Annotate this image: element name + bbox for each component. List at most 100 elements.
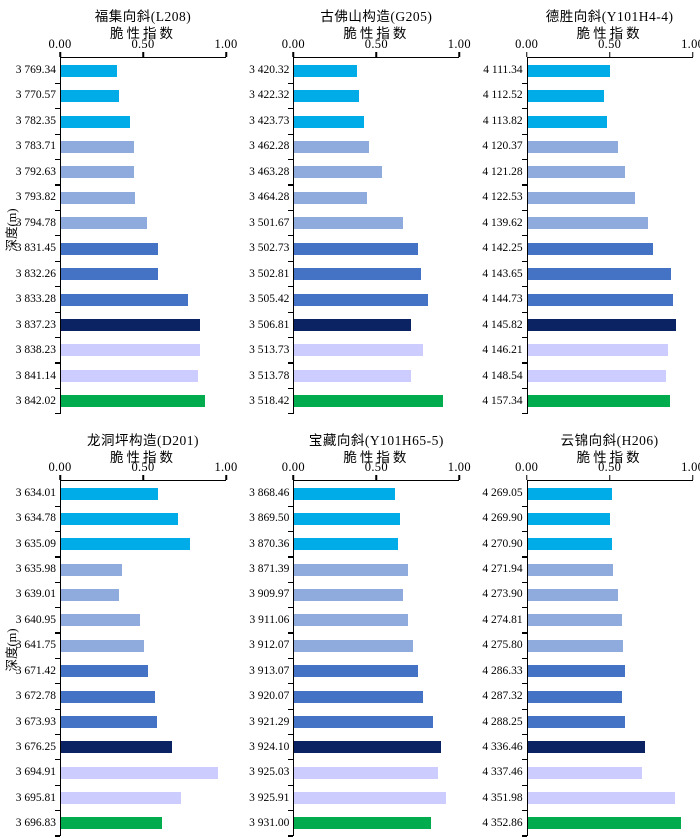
bar-row — [288, 811, 459, 837]
y-axis-tick — [288, 108, 294, 110]
bar-row — [55, 363, 226, 389]
brittleness-bar — [527, 191, 635, 204]
bar-row — [521, 211, 693, 237]
brittleness-bar — [294, 665, 419, 678]
bar-row — [521, 785, 693, 812]
chart-title: 德胜向斜(Y101H4-4) — [545, 9, 674, 24]
x-axis-tick — [292, 475, 295, 480]
chart-title: 云锦向斜(H206) — [560, 433, 659, 448]
x-axis-ticks — [292, 475, 461, 480]
bar-row — [288, 709, 459, 736]
depth-label: 3 841.14 — [15, 369, 56, 382]
depth-label: 4 145.82 — [482, 318, 523, 331]
bar-row — [288, 261, 459, 288]
x-axis-tick-label: 0.00 — [48, 37, 72, 51]
bar-row — [55, 287, 226, 313]
y-axis-tick — [288, 531, 294, 533]
y-axis-tick — [521, 759, 527, 761]
x-axis-tick-label: 1.00 — [447, 37, 471, 51]
brittleness-bar — [294, 217, 404, 230]
y-axis-tick — [288, 835, 294, 837]
brittleness-bar — [527, 665, 625, 678]
depth-label: 4 352.86 — [482, 817, 523, 830]
y-axis-tick — [521, 260, 527, 262]
brittleness-bar — [61, 369, 198, 382]
depth-label: 3 696.83 — [15, 817, 56, 830]
chart-title: 福集向斜(L208) — [94, 9, 192, 24]
y-axis-tick — [288, 607, 294, 609]
y-axis-tick — [55, 286, 60, 288]
x-axis-tick-label: 0.00 — [515, 37, 539, 51]
brittleness-bar — [294, 639, 414, 652]
x-axis-title: 脆性指数 — [110, 450, 176, 465]
y-axis-tick — [521, 657, 527, 660]
depth-label: 4 142.25 — [482, 242, 523, 255]
x-axis-tick — [292, 52, 295, 57]
depth-label: 3 913.07 — [249, 664, 290, 677]
brittleness-bar — [527, 395, 670, 408]
chart-y101h65-5: 宝藏向斜(Y101H65-5) 脆性指数 0.00 0.50 1.00 3 868.… — [233, 420, 471, 839]
brittleness-bar — [294, 487, 395, 500]
brittleness-bar — [61, 115, 131, 128]
depth-label: 3 782.35 — [15, 114, 56, 127]
y-axis-tick — [55, 133, 60, 135]
brittleness-bar — [294, 791, 447, 804]
depth-label: 3 518.42 — [249, 395, 290, 408]
x-axis-title: 脆性指数 — [343, 26, 410, 41]
brittleness-bar — [61, 90, 119, 103]
chart-g205: 古佛山构造(G205) 脆性指数 0.00 0.50 1.00 3 420.32 3 … — [233, 0, 471, 420]
bar-row — [55, 134, 226, 161]
y-axis-tick — [288, 708, 294, 710]
x-axis-tick-label: 0.00 — [281, 460, 305, 474]
bar-row — [288, 83, 459, 110]
x-axis-title: 脆性指数 — [343, 450, 410, 465]
x-axis-tick — [458, 52, 461, 57]
y-axis-tick — [288, 133, 294, 135]
depth-label: 3 793.82 — [15, 191, 56, 204]
depth-label: 3 513.73 — [249, 344, 290, 357]
y-axis-tick — [55, 159, 60, 161]
brittleness-bar — [61, 639, 144, 652]
bar-row — [55, 338, 226, 364]
depth-label: 3 911.06 — [249, 613, 290, 626]
depth-label: 3 676.25 — [15, 740, 56, 753]
y-axis-tick — [521, 209, 527, 212]
brittleness-bar — [61, 614, 141, 627]
y-axis-tick — [288, 235, 294, 237]
bar-row — [288, 388, 459, 415]
y-axis-tick — [288, 413, 294, 415]
y-axis-tick — [55, 759, 60, 761]
depth-label: 3 838.23 — [15, 344, 56, 357]
y-axis-tick — [521, 235, 527, 237]
depth-label: 4 270.90 — [482, 537, 523, 550]
y-axis-tick — [521, 505, 527, 507]
depth-label: 4 275.80 — [482, 639, 523, 652]
brittleness-bar — [294, 589, 404, 602]
brittleness-bar — [294, 268, 422, 281]
y-axis-tick — [521, 531, 527, 533]
bar-row — [55, 760, 226, 786]
chart-title: 宝藏向斜(Y101H65-5) — [308, 433, 444, 448]
brittleness-bar — [61, 166, 134, 179]
depth-label: 3 462.28 — [249, 140, 290, 153]
y-axis-tick — [288, 362, 294, 364]
bar-row — [521, 684, 693, 710]
brittleness-bar — [61, 217, 147, 230]
bar-row — [55, 481, 226, 507]
x-axis-tick — [142, 475, 144, 480]
depth-label: 3 931.00 — [249, 817, 290, 830]
bar-row — [288, 236, 459, 262]
x-axis-tick-label: 1.00 — [214, 460, 238, 474]
bar-plot — [521, 57, 693, 415]
depth-label: 4 269.05 — [482, 486, 523, 499]
depth-label: 3 925.03 — [249, 766, 290, 779]
y-axis-tick — [521, 413, 527, 415]
x-axis-tick — [375, 475, 378, 480]
depth-label: 4 286.33 — [482, 664, 523, 677]
x-axis-tick — [525, 475, 528, 480]
depth-label: 3 833.28 — [15, 293, 56, 306]
y-axis-tick — [55, 835, 60, 837]
x-axis-tick-labels: 0.00 0.50 1.00 — [515, 37, 700, 51]
bar-row — [521, 633, 693, 660]
